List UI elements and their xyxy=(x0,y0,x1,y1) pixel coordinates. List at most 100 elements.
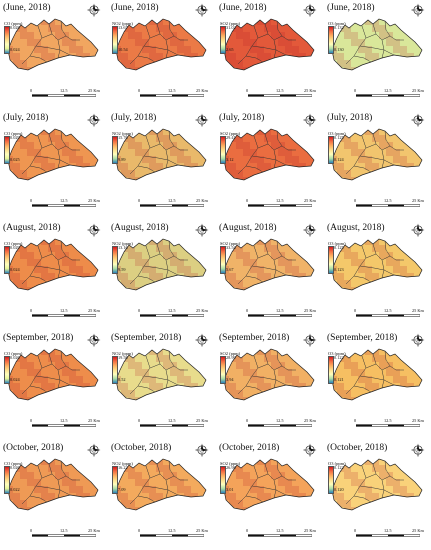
scale-label-mid: 12.5 xyxy=(60,418,68,423)
scale-label-mid: 12.5 xyxy=(60,528,68,533)
scale-label-0: 0 xyxy=(246,88,249,93)
choropleth-map xyxy=(7,238,99,291)
choropleth-map xyxy=(115,458,207,511)
scale-bar-line xyxy=(140,534,204,537)
legend-color-bar xyxy=(220,26,226,54)
scale-label-mid: 12.5 xyxy=(60,198,68,203)
scale-label-0: 0 xyxy=(138,88,141,93)
scale-label-mid: 12.5 xyxy=(168,418,176,423)
panel-no2-oct: (October, 2018) NO2 (ppm) 16.22 7.09 0 1… xyxy=(108,440,215,550)
legend-title: NO2 (ppm) xyxy=(112,241,133,246)
scale-bar: 0 12.5 25 Km xyxy=(136,88,208,102)
scale-bar-line xyxy=(140,314,204,317)
scale-bar-line xyxy=(140,204,204,207)
scale-label-end: 25 Km xyxy=(88,88,100,93)
scale-label-end: 25 Km xyxy=(304,528,316,533)
legend-title: NO2 (ppm) xyxy=(112,351,133,356)
legend-max: 0.028 xyxy=(10,25,20,30)
scale-label-0: 0 xyxy=(138,528,141,533)
panel-title: (August, 2018) xyxy=(327,223,385,233)
scale-bar: 0 12.5 25 Km xyxy=(28,418,100,432)
panel-title: (June, 2018) xyxy=(327,3,375,13)
scale-label-0: 0 xyxy=(354,88,357,93)
legend-color-bar xyxy=(112,26,118,54)
north-arrow-icon xyxy=(411,333,425,347)
panel-co-jul: (July, 2018) CO (ppm) 0.029 0.025 0 12.5… xyxy=(0,110,107,220)
scale-bar: 0 12.5 25 Km xyxy=(352,528,424,542)
scale-label-0: 0 xyxy=(138,308,141,313)
panel-so2-aug: (August, 2018) SO2 (ppm) 33.54 5.67 0 12… xyxy=(216,220,323,330)
legend: SO2 (ppm) 33.54 5.67 xyxy=(220,241,260,275)
scale-label-0: 0 xyxy=(138,418,141,423)
scale-bar: 0 12.5 25 Km xyxy=(352,418,424,432)
scale-label-mid: 12.5 xyxy=(168,88,176,93)
choropleth-map xyxy=(331,128,423,181)
scale-bar: 0 12.5 25 Km xyxy=(28,88,100,102)
panel-no2-aug: (August, 2018) NO2 (ppm) 13.16 9.59 0 12… xyxy=(108,220,215,330)
panel-co-aug: (August, 2018) CO (ppm) 0.029 0.024 0 12… xyxy=(0,220,107,330)
scale-bar: 0 12.5 25 Km xyxy=(244,88,316,102)
choropleth-map xyxy=(331,18,423,71)
legend: SO2 (ppm) 29.41 3.12 xyxy=(220,131,260,165)
legend-max: 28.99 xyxy=(226,355,236,360)
scale-bar: 0 12.5 25 Km xyxy=(352,88,424,102)
scale-label-mid: 12.5 xyxy=(384,198,392,203)
scale-label-mid: 12.5 xyxy=(384,88,392,93)
scale-label-0: 0 xyxy=(246,198,249,203)
scale-label-end: 25 Km xyxy=(412,418,424,423)
legend-max: 0.029 xyxy=(10,245,20,250)
legend: CO (ppm) 0.028 0.024 xyxy=(4,21,44,55)
scale-bar-line xyxy=(248,204,312,207)
north-arrow-icon xyxy=(411,443,425,457)
north-arrow-icon xyxy=(303,333,317,347)
north-arrow-icon xyxy=(195,3,209,17)
north-arrow-icon xyxy=(411,223,425,237)
north-arrow-icon xyxy=(195,113,209,127)
scale-label-0: 0 xyxy=(354,418,357,423)
north-arrow-icon xyxy=(195,223,209,237)
panel-no2-sep: (September, 2018) NO2 (ppm) 19.58 8.52 0… xyxy=(108,330,215,440)
panel-so2-sep: (September, 2018) SO2 (ppm) 28.99 3.94 0… xyxy=(216,330,323,440)
legend-color-bar xyxy=(328,356,334,384)
choropleth-map xyxy=(115,238,207,291)
legend-max: 0.132 xyxy=(334,25,344,30)
scale-label-end: 25 Km xyxy=(412,308,424,313)
scale-bar-line xyxy=(248,94,312,97)
legend-color-bar xyxy=(112,356,118,384)
legend-title: O3 (ppm) xyxy=(328,241,346,246)
scale-label-0: 0 xyxy=(138,198,141,203)
legend: NO2 (ppm) 13.16 9.59 xyxy=(112,241,152,275)
panel-o3-aug: (August, 2018) O3 (ppm) 0.125 0.123 0 12… xyxy=(324,220,431,330)
scale-label-0: 0 xyxy=(30,528,33,533)
legend-color-bar xyxy=(112,246,118,274)
north-arrow-icon xyxy=(87,113,101,127)
legend-title: CO (ppm) xyxy=(4,351,23,356)
scale-bar-line xyxy=(356,534,420,537)
panel-so2-oct: (October, 2018) SO2 (ppm) 26.98 3.01 0 1… xyxy=(216,440,323,550)
scale-bar: 0 12.5 25 Km xyxy=(244,528,316,542)
legend: O3 (ppm) 0.125 0.124 xyxy=(328,131,368,165)
scale-label-end: 25 Km xyxy=(88,308,100,313)
legend-color-bar xyxy=(220,136,226,164)
legend-min: 0.024 xyxy=(10,377,20,382)
legend-min: 0.121 xyxy=(334,377,344,382)
scale-bar-line xyxy=(356,314,420,317)
panel-co-sep: (September, 2018) CO (ppm) 0.026 0.024 0… xyxy=(0,330,107,440)
north-arrow-icon xyxy=(303,443,317,457)
legend-min: 0.130 xyxy=(334,47,344,52)
legend-title: NO2 (ppm) xyxy=(112,461,133,466)
choropleth-map xyxy=(223,458,315,511)
scale-bar: 0 12.5 25 Km xyxy=(28,308,100,322)
choropleth-map xyxy=(7,128,99,181)
scale-label-0: 0 xyxy=(30,198,33,203)
legend-max: 26.98 xyxy=(226,465,236,470)
panel-title: (June, 2018) xyxy=(3,3,51,13)
north-arrow-icon xyxy=(411,113,425,127)
scale-label-end: 25 Km xyxy=(88,198,100,203)
legend-min: 9.89 xyxy=(118,157,126,162)
scale-label-0: 0 xyxy=(30,88,33,93)
choropleth-map xyxy=(7,458,99,511)
legend-title: CO (ppm) xyxy=(4,21,23,26)
legend-max: 13.16 xyxy=(118,245,128,250)
choropleth-map xyxy=(223,128,315,181)
